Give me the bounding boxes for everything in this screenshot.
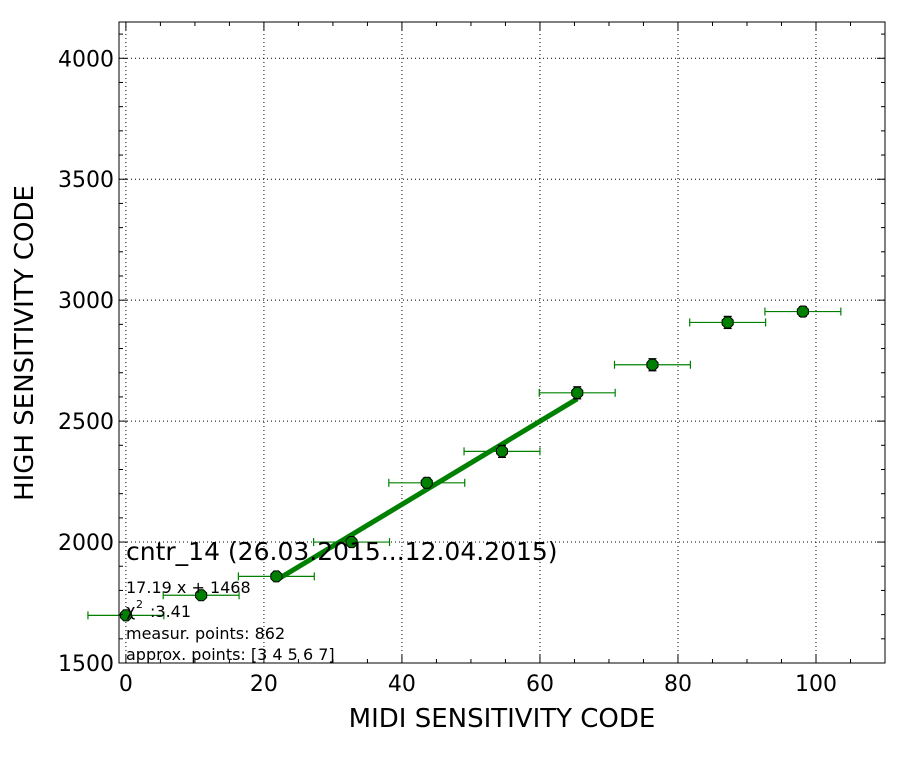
x-tick-label: 80 <box>664 672 692 697</box>
y-tick-label: 4000 <box>58 47 114 72</box>
data-point-marker <box>195 589 208 602</box>
fit-line-group <box>275 396 579 583</box>
annotation-equation: 17.19 x + 1468 <box>126 578 251 597</box>
data-point-marker <box>646 358 659 371</box>
data-point-marker <box>420 476 433 489</box>
y-tick-label: 3000 <box>58 289 114 314</box>
x-tick-label: 20 <box>250 672 278 697</box>
y-tick-label: 2000 <box>58 531 114 556</box>
annotation-chi-value: :3.41 <box>150 602 191 621</box>
annotation-approx-points: approx. points: [3 4 5 6 7] <box>126 645 335 664</box>
x-tick-label: 0 <box>119 672 133 697</box>
x-tick-label: 100 <box>795 672 837 697</box>
data-point-marker <box>496 445 508 458</box>
x-tick-label: 60 <box>526 672 554 697</box>
data-point-marker <box>119 609 132 622</box>
data-point-marker <box>270 570 283 583</box>
y-axis-label: HIGH SENSITIVITY CODE <box>10 185 40 501</box>
annotation-name: cntr_14 (26.03.2015...12.04.2015) <box>126 537 558 566</box>
x-axis-label: MIDI SENSITIVITY CODE <box>349 704 656 734</box>
x-tick-label: 40 <box>388 672 416 697</box>
data-point-marker <box>721 316 734 329</box>
y-tick-label: 3500 <box>58 168 114 193</box>
axis-ticks: 0 20 40 60 80 100 1500 2000 2500 3000 3500 4000 <box>58 22 886 697</box>
annotation-chi-symbol: χ <box>126 601 135 620</box>
grid-lines <box>119 22 885 664</box>
annotation-measur-points: measur. points: 862 <box>126 624 285 643</box>
data-points <box>87 305 842 622</box>
fit-line <box>275 396 579 583</box>
data-point-marker <box>345 536 358 549</box>
annotation-chi-superscript: 2 <box>136 598 143 611</box>
plot-area-frame <box>118 21 886 664</box>
y-tick-label: 2500 <box>58 410 114 435</box>
data-point-marker <box>571 386 584 399</box>
data-point-marker <box>796 305 809 318</box>
y-tick-label: 1500 <box>58 652 114 677</box>
